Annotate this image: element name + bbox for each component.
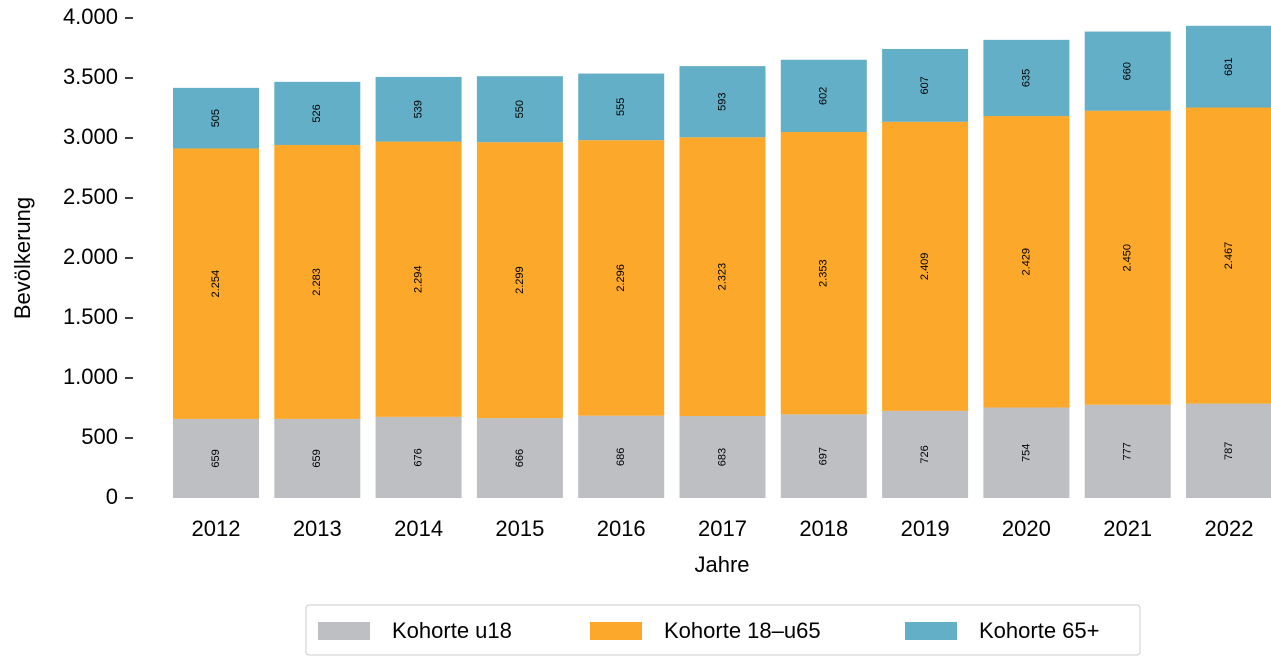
data-label: 659	[311, 449, 323, 467]
bar-segment	[375, 76, 462, 142]
x-tick-label: 2019	[901, 516, 950, 541]
data-label: 659	[210, 449, 222, 467]
data-label: 2.294	[413, 265, 425, 293]
bar-segment	[173, 418, 259, 498]
y-tick-label: 4.000	[63, 4, 118, 29]
bar-segment	[1186, 25, 1271, 108]
legend-label: Kohorte u18	[392, 618, 512, 643]
bar-segment	[1084, 110, 1171, 405]
data-label: 526	[311, 104, 323, 122]
x-tick-label: 2012	[192, 516, 241, 541]
bar-segment	[983, 39, 1070, 117]
data-label: 683	[716, 448, 728, 466]
bar-segment	[780, 59, 867, 133]
bar-segment	[578, 140, 665, 416]
x-axis-label: Jahre	[694, 552, 749, 577]
data-label: 550	[514, 100, 526, 118]
data-label: 593	[716, 93, 728, 111]
legend-box	[305, 604, 1141, 656]
data-label: 2.296	[615, 264, 627, 292]
data-label: 505	[210, 109, 222, 127]
y-tick-label: 2.500	[63, 184, 118, 209]
y-tick-label: 2.000	[63, 244, 118, 269]
data-label: 676	[413, 448, 425, 466]
bar-segment	[375, 416, 462, 498]
data-label: 555	[615, 98, 627, 116]
data-label: 2.409	[919, 253, 931, 281]
bar-segment	[780, 414, 867, 498]
data-label: 2.283	[311, 268, 323, 296]
bar-segment	[1084, 31, 1171, 111]
bar-segment	[882, 48, 969, 122]
data-label: 2.299	[514, 266, 526, 294]
data-label: 2.323	[716, 263, 728, 291]
bar-segment	[983, 116, 1070, 408]
data-label: 635	[1020, 69, 1032, 87]
bar-segment	[679, 416, 766, 498]
bar-segment	[1186, 107, 1271, 404]
bar-segment	[375, 141, 462, 417]
data-label: 787	[1223, 442, 1235, 460]
data-label: 607	[919, 76, 931, 94]
y-tick-label: 1.500	[63, 304, 118, 329]
data-label: 697	[818, 447, 830, 465]
data-label: 2.353	[818, 259, 830, 287]
bar-segment	[1186, 403, 1271, 498]
x-tick-label: 2016	[597, 516, 646, 541]
x-tick-label: 2021	[1103, 516, 1152, 541]
legend-label: Kohorte 65+	[979, 618, 1099, 643]
x-tick-label: 2014	[394, 516, 443, 541]
bar-segment	[476, 142, 563, 419]
bar-segment	[983, 407, 1070, 498]
y-tick-label: 3.000	[63, 124, 118, 149]
bar-segment	[679, 137, 766, 417]
bar-segment	[274, 144, 361, 419]
y-axis-label: Bevölkerung	[10, 197, 35, 319]
bar-segment	[882, 410, 969, 498]
legend-label: Kohorte 18–u65	[664, 618, 821, 643]
bar-segment	[476, 76, 563, 143]
data-label: 2.254	[210, 270, 222, 298]
legend-swatch	[905, 622, 957, 640]
data-label: 726	[919, 445, 931, 463]
bar-segment	[173, 87, 259, 149]
bar-segment	[476, 418, 563, 498]
bar-segment	[578, 415, 665, 498]
x-tick-label: 2015	[495, 516, 544, 541]
bar-segment	[1084, 404, 1171, 498]
y-tick-label: 1.000	[63, 364, 118, 389]
bar-segment	[679, 66, 766, 138]
data-label: 2.450	[1122, 244, 1134, 272]
data-label: 539	[413, 100, 425, 118]
y-tick-label: 500	[81, 424, 118, 449]
data-label: 754	[1020, 444, 1032, 462]
data-label: 666	[514, 449, 526, 467]
bar-segment	[780, 132, 867, 415]
x-tick-label: 2018	[799, 516, 848, 541]
legend-swatch	[318, 622, 370, 640]
data-label: 681	[1223, 57, 1235, 75]
y-tick-label: 0	[106, 484, 118, 509]
bar-segment	[882, 121, 969, 411]
bar-segment	[578, 73, 665, 141]
legend-swatch	[590, 622, 642, 640]
data-label: 2.467	[1223, 242, 1235, 270]
x-tick-label: 2013	[293, 516, 342, 541]
data-label: 2.429	[1020, 248, 1032, 276]
data-label: 777	[1122, 442, 1134, 460]
data-label: 660	[1122, 62, 1134, 80]
data-label: 686	[615, 448, 627, 466]
y-tick-label: 3.500	[63, 64, 118, 89]
bar-segment	[274, 418, 361, 498]
data-label: 602	[818, 87, 830, 105]
x-tick-label: 2022	[1205, 516, 1254, 541]
x-tick-label: 2020	[1002, 516, 1051, 541]
x-tick-label: 2017	[698, 516, 747, 541]
bar-segment	[173, 148, 259, 419]
bar-segment	[274, 81, 361, 145]
